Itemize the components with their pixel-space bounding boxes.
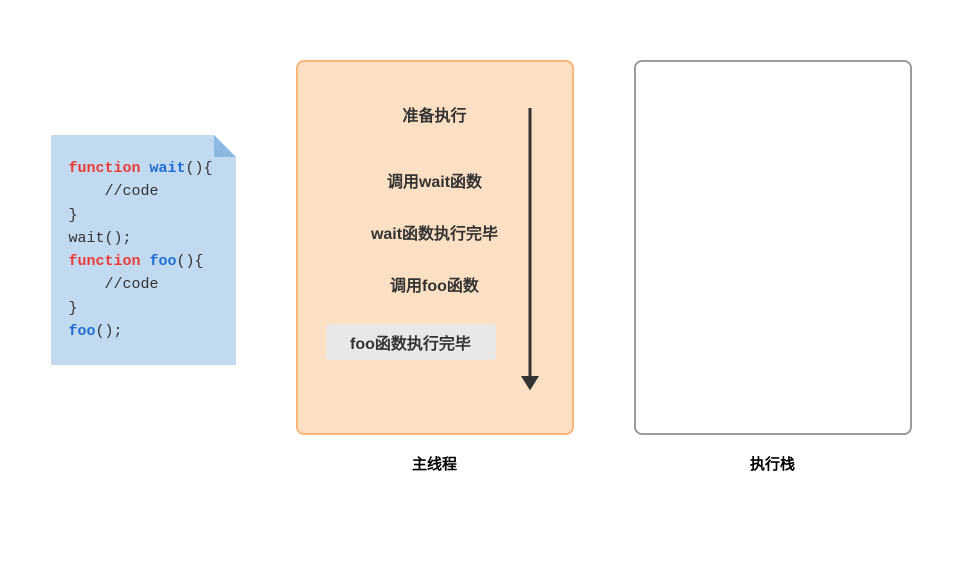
code-line: //code	[69, 180, 218, 203]
steps-container: 准备执行调用wait函数 wait函数执行完毕调用foo函数 foo函数执行完毕	[298, 102, 572, 360]
main-thread-box: 准备执行调用wait函数 wait函数执行完毕调用foo函数 foo函数执行完毕	[296, 60, 574, 435]
main-thread-wrapper: 准备执行调用wait函数 wait函数执行完毕调用foo函数 foo函数执行完毕 主…	[296, 60, 574, 474]
code-line: wait();	[69, 227, 218, 250]
exec-stack-wrapper: 执行栈	[634, 60, 912, 474]
diagram-container: function wait(){ //code}wait();function …	[0, 0, 962, 474]
main-thread-label: 主线程	[412, 453, 457, 474]
exec-stack-box	[634, 60, 912, 435]
thread-step: 准备执行	[350, 102, 520, 126]
code-line: }	[69, 204, 218, 227]
code-line: function foo(){	[69, 250, 218, 273]
code-line: //code	[69, 273, 218, 296]
code-line: }	[69, 297, 218, 320]
thread-step: 调用wait函数	[350, 168, 520, 192]
exec-stack-label: 执行栈	[750, 453, 795, 474]
dog-ear-fold-icon	[214, 135, 236, 157]
code-block: function wait(){ //code}wait();function …	[69, 157, 218, 343]
code-line: function wait(){	[69, 157, 218, 180]
code-note: function wait(){ //code}wait();function …	[51, 135, 236, 365]
thread-step: 调用foo函数	[350, 272, 520, 296]
thread-step: foo函数执行完毕	[326, 324, 496, 360]
code-line: foo();	[69, 320, 218, 343]
thread-step: wait函数执行完毕	[350, 220, 520, 244]
